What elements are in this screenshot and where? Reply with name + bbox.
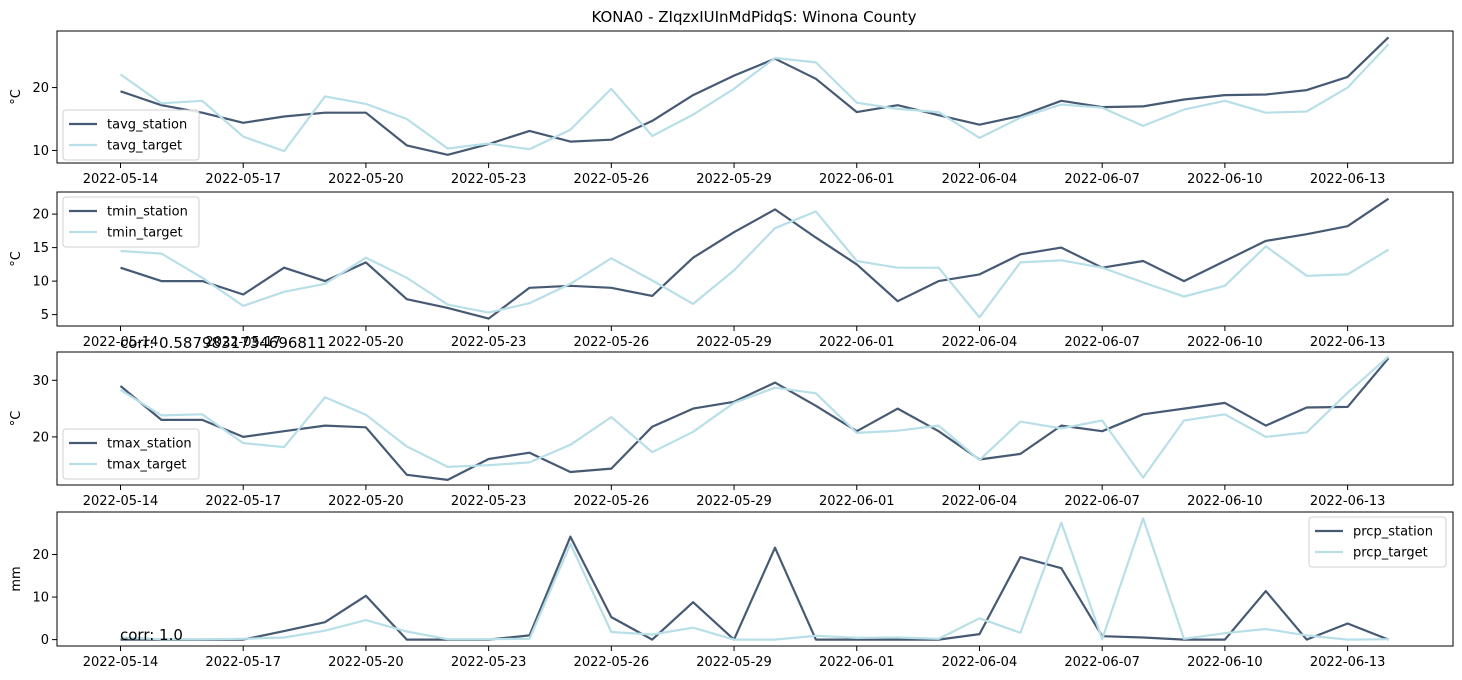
series-line-tmin_target [120, 210, 1390, 319]
x-tick-label: 2022-05-29 [696, 655, 772, 670]
chart-panel: 5 10 15 20 °C 2022-05-14 2022-05-17 2022-05-20 2… [9, 191, 1454, 350]
legend-label: tmin_station [107, 205, 188, 220]
x-tick-label: 2022-06-01 [819, 335, 895, 350]
x-tick-label: 2022-06-10 [1187, 494, 1263, 509]
axes-frame [56, 191, 1454, 327]
y-tick-label: 0 [41, 633, 49, 648]
x-tick-label: 2022-05-20 [328, 494, 404, 509]
legend-label: tavg_target [107, 139, 182, 154]
legend-label: tmin_target [107, 226, 183, 241]
x-tick-label: 2022-06-13 [1310, 335, 1386, 350]
y-tick-label: 20 [32, 548, 49, 563]
chart-panel: 0 10 20 mm 2022-05-14 2022-05-17 2022-05-20 202… [9, 511, 1454, 670]
axes-frame [56, 511, 1454, 647]
x-tick-label: 2022-05-29 [696, 335, 772, 350]
legend-label: tavg_station [107, 118, 187, 133]
x-tick-label: 2022-06-10 [1187, 172, 1263, 187]
series-line-tmax_target [119, 355, 1390, 479]
correlation-annotation: corr: 0.5879831734696811 [120, 334, 326, 352]
x-tick-label: 2022-05-14 [83, 172, 159, 187]
x-tick-label: 2022-06-04 [942, 335, 1018, 350]
y-tick-label: 10 [32, 144, 49, 159]
panels: 10 20 °C 2022-05-14 2022-05-17 2022-05-20 2022… [9, 30, 1454, 670]
legend-box [62, 428, 200, 480]
x-tick-label: 2022-06-07 [1064, 655, 1140, 670]
legend-label: tmax_station [107, 437, 192, 452]
x-tick-label: 2022-05-14 [83, 655, 159, 670]
legend: tmax_station tmax_target [62, 428, 200, 480]
axes-frame [56, 351, 1454, 486]
y-axis-label: mm [9, 566, 24, 591]
series-line-tmin_station [120, 197, 1390, 320]
chart-panel: 10 20 °C 2022-05-14 2022-05-17 2022-05-20 2022… [9, 30, 1454, 187]
x-tick-label: 2022-06-01 [819, 494, 895, 509]
x-tick-label: 2022-06-07 [1064, 172, 1140, 187]
x-tick-label: 2022-06-01 [819, 172, 895, 187]
series-line-tmax_station [119, 357, 1390, 481]
x-tick-label: 2022-05-17 [205, 335, 281, 350]
x-tick-label: 2022-06-07 [1064, 494, 1140, 509]
x-tick-label: 2022-05-26 [574, 494, 650, 509]
x-tick-label: 2022-06-04 [942, 494, 1018, 509]
series-line-tavg_station [120, 36, 1390, 156]
correlation-annotation: corr: 1.0 [120, 626, 183, 644]
legend-box [62, 109, 200, 161]
y-tick-label: 20 [32, 208, 49, 223]
legend: tavg_station tavg_target [62, 109, 200, 161]
x-tick-label: 2022-05-29 [696, 494, 772, 509]
x-tick-label: 2022-05-29 [696, 172, 772, 187]
x-tick-label: 2022-06-10 [1187, 655, 1263, 670]
chart-panel: 20 30 °C 2022-05-14 2022-05-17 2022-05-20 2022… [9, 334, 1454, 509]
x-tick-label: 2022-05-14 [83, 494, 159, 509]
x-tick-label: 2022-05-20 [328, 335, 404, 350]
x-tick-label: 2022-05-17 [205, 494, 281, 509]
x-tick-label: 2022-06-01 [819, 655, 895, 670]
y-tick-label: 20 [32, 430, 49, 445]
y-tick-label: 10 [32, 275, 49, 290]
x-tick-label: 2022-06-10 [1187, 335, 1263, 350]
series-line-tavg_target [119, 43, 1390, 153]
legend-label: tmax_target [107, 458, 186, 473]
x-tick-label: 2022-06-04 [942, 172, 1018, 187]
x-tick-label: 2022-05-17 [205, 172, 281, 187]
series-line-prcp_station [120, 535, 1389, 641]
y-tick-label: 5 [41, 308, 49, 323]
y-axis-label: °C [9, 251, 24, 267]
y-tick-label: 30 [32, 374, 49, 389]
legend-box [62, 196, 200, 248]
axes-frame [56, 30, 1454, 164]
y-tick-label: 15 [32, 241, 49, 256]
y-tick-label: 20 [32, 81, 49, 96]
series-line-prcp_target [120, 517, 1389, 641]
x-tick-label: 2022-05-26 [574, 172, 650, 187]
legend-label: prcp_station [1353, 525, 1433, 540]
x-tick-label: 2022-05-26 [574, 335, 650, 350]
x-tick-label: 2022-06-13 [1310, 655, 1386, 670]
legend: tmin_station tmin_target [62, 196, 200, 248]
legend-label: prcp_target [1353, 546, 1428, 561]
x-tick-label: 2022-05-20 [328, 655, 404, 670]
x-tick-label: 2022-05-23 [451, 172, 527, 187]
x-tick-label: 2022-06-13 [1310, 172, 1386, 187]
legend: prcp_station prcp_target [1308, 516, 1447, 568]
x-tick-label: 2022-05-23 [451, 494, 527, 509]
legend-box [1308, 516, 1447, 568]
x-tick-label: 2022-06-13 [1310, 494, 1386, 509]
x-tick-label: 2022-05-26 [574, 655, 650, 670]
x-tick-label: 2022-06-07 [1064, 335, 1140, 350]
x-tick-label: 2022-05-23 [451, 655, 527, 670]
y-tick-label: 10 [32, 591, 49, 606]
x-tick-label: 2022-05-14 [83, 335, 159, 350]
figure-title: KONA0 - ZIqzxIUInMdPidqS: Winona County [591, 8, 916, 26]
y-axis-label: °C [9, 89, 24, 105]
x-tick-label: 2022-06-04 [942, 655, 1018, 670]
y-axis-label: °C [9, 411, 24, 427]
x-tick-label: 2022-05-23 [451, 335, 527, 350]
x-tick-label: 2022-05-20 [328, 172, 404, 187]
x-tick-label: 2022-05-17 [205, 655, 281, 670]
